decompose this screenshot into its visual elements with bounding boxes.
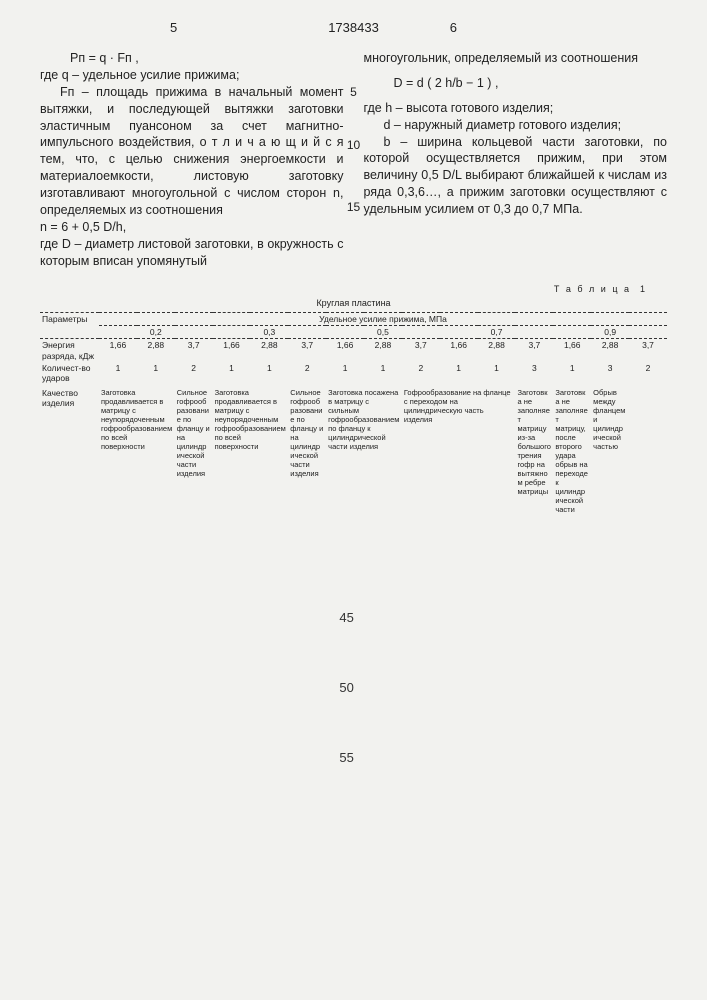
h11: 3 xyxy=(515,362,553,384)
formula-pn: Pп = q · Fп , xyxy=(70,50,344,67)
q0: Заготовка продавливается в матрицу с неу… xyxy=(99,384,175,515)
line-mark-15: 15 xyxy=(347,200,360,214)
column-number-right: 6 xyxy=(450,20,457,35)
line-mark-55: 55 xyxy=(339,750,353,765)
h5: 2 xyxy=(288,362,326,384)
table-caption: Круглая пластина xyxy=(40,298,667,309)
e4: 2,88 xyxy=(250,339,288,362)
q5: Гофрообразование на фланце с переходом н… xyxy=(402,384,516,515)
p07: 0,7 xyxy=(440,326,554,339)
e6: 1,66 xyxy=(326,339,364,362)
text-h: где h – высота готового изделия; xyxy=(364,100,668,117)
e2: 3,7 xyxy=(175,339,213,362)
e0: 1,66 xyxy=(99,339,137,362)
line-mark-45: 45 xyxy=(339,610,353,625)
energy-label: Энергия разряда, кДж xyxy=(40,339,99,362)
p02: 0,2 xyxy=(99,326,213,339)
formula-d: D = d ( 2 h/b − 1 ) , xyxy=(394,75,668,92)
header-pressure: Удельное усилие прижима, МПа xyxy=(99,312,667,325)
left-column: Pп = q · Fп , где q – удельное усилие пр… xyxy=(40,50,344,269)
table-1: Т а б л и ц а 1 Круглая пластина Парамет… xyxy=(40,284,667,515)
quality-label: Качество изделия xyxy=(40,384,99,515)
q2: Заготовка продавливается в матрицу с неу… xyxy=(213,384,289,515)
text-q: где q – удельное усилие прижима; xyxy=(40,67,344,84)
e1: 2,88 xyxy=(137,339,175,362)
q3: Сильное гофрообразование по фланцу и на … xyxy=(288,384,326,515)
text-d: где D – диаметр листовой заготовки, в ок… xyxy=(40,236,344,270)
text-d2: d – наружный диаметр готового изделия; xyxy=(364,117,668,134)
q8: Обрыв между фланцем и цилиндрической час… xyxy=(591,384,629,515)
text-poly: многоугольник, определяемый из соотношен… xyxy=(364,50,668,67)
e14: 3,7 xyxy=(629,339,667,362)
column-number-left: 5 xyxy=(170,20,177,35)
p03: 0,3 xyxy=(213,326,327,339)
e13: 2,88 xyxy=(591,339,629,362)
h10: 1 xyxy=(478,362,516,384)
h2: 2 xyxy=(175,362,213,384)
h3: 1 xyxy=(213,362,251,384)
e9: 1,66 xyxy=(440,339,478,362)
hits-label: Количест-во ударов xyxy=(40,362,99,384)
line-mark-10: 10 xyxy=(347,138,360,152)
h14: 2 xyxy=(629,362,667,384)
h7: 1 xyxy=(364,362,402,384)
p05: 0,5 xyxy=(326,326,440,339)
h4: 1 xyxy=(250,362,288,384)
q4: Заготовка посажена в матрицу с сильным г… xyxy=(326,384,402,515)
h8: 2 xyxy=(402,362,440,384)
h9: 1 xyxy=(440,362,478,384)
e5: 3,7 xyxy=(288,339,326,362)
e7: 2,88 xyxy=(364,339,402,362)
document-number: 1738433 xyxy=(40,20,667,35)
line-mark-5: 5 xyxy=(350,85,357,99)
h0: 1 xyxy=(99,362,137,384)
q7: Заготовка не заполняет матрицу, после вт… xyxy=(553,384,591,515)
h1: 1 xyxy=(137,362,175,384)
table-label: Т а б л и ц а 1 xyxy=(40,284,647,295)
line-mark-50: 50 xyxy=(339,680,353,695)
e10: 2,88 xyxy=(478,339,516,362)
p09: 0,9 xyxy=(553,326,667,339)
h13: 3 xyxy=(591,362,629,384)
text-b: b – ширина кольцевой части заготовки, по… xyxy=(364,134,668,218)
right-column: многоугольник, определяемый из соотношен… xyxy=(364,50,668,269)
text-fn: Fп – площадь прижима в начальный момент … xyxy=(40,84,344,219)
e11: 3,7 xyxy=(515,339,553,362)
header-params: Параметры xyxy=(40,312,99,338)
q6: Заготовка не заполняет матрицу из-за бол… xyxy=(515,384,553,515)
formula-n: n = 6 + 0,5 D/h, xyxy=(40,219,344,236)
h12: 1 xyxy=(553,362,591,384)
q1: Сильное гофрообразование по фланцу и на … xyxy=(175,384,213,515)
e3: 1,66 xyxy=(213,339,251,362)
e12: 1,66 xyxy=(553,339,591,362)
h6: 1 xyxy=(326,362,364,384)
e8: 3,7 xyxy=(402,339,440,362)
